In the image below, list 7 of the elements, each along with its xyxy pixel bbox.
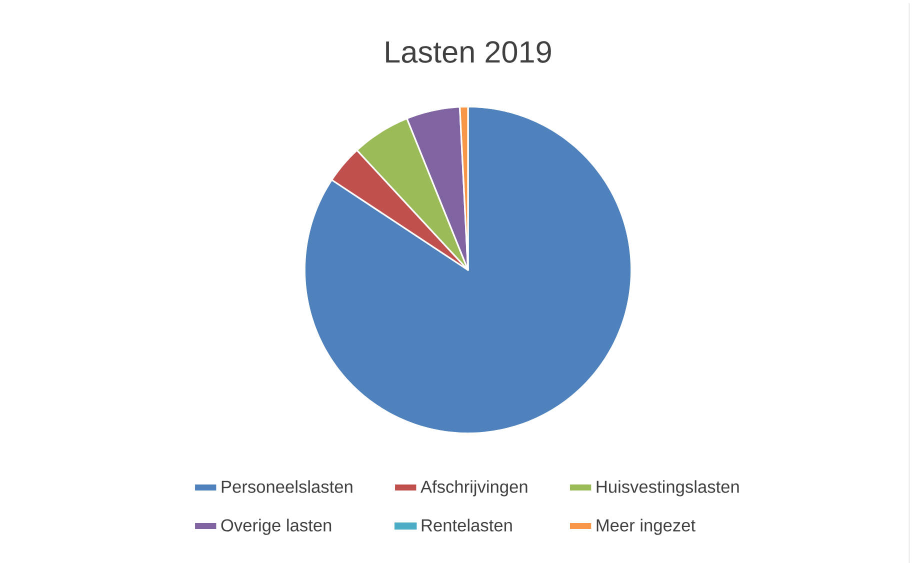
legend-label: Meer ingezet bbox=[596, 518, 696, 535]
chart-title: Lasten 2019 bbox=[386, 41, 551, 63]
legend-label: Personeelslasten bbox=[222, 480, 352, 493]
legend-label: Rentelasten bbox=[422, 518, 512, 532]
legend-label: Huisvestingslasten bbox=[596, 480, 739, 496]
legend-label: Overige lasten bbox=[221, 518, 332, 535]
legend-label: Afschrijvingen bbox=[420, 480, 528, 496]
